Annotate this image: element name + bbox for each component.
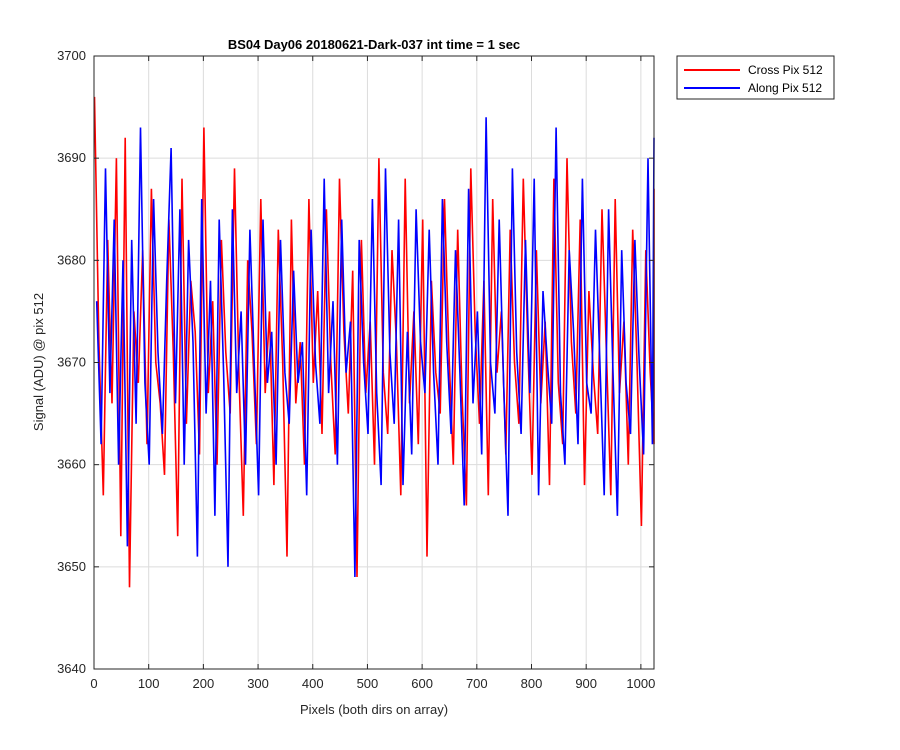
legend-box bbox=[676, 55, 835, 100]
series-layer bbox=[93, 96, 655, 588]
x-tick-label: 800 bbox=[521, 676, 543, 691]
x-tick-label: 100 bbox=[138, 676, 160, 691]
y-tick-label: 3690 bbox=[57, 150, 86, 165]
y-tick-label: 3640 bbox=[57, 661, 86, 676]
legend-label-along: Along Pix 512 bbox=[748, 81, 822, 95]
y-axis-label: Signal (ADU) @ pix 512 bbox=[31, 293, 46, 431]
legend: Cross Pix 512 Along Pix 512 bbox=[676, 55, 835, 100]
chart-title: BS04 Day06 20180621-Dark-037 int time = … bbox=[228, 37, 520, 52]
x-tick-label: 700 bbox=[466, 676, 488, 691]
x-tick-label: 0 bbox=[90, 676, 97, 691]
y-tick-label: 3670 bbox=[57, 355, 86, 370]
x-axis-label: Pixels (both dirs on array) bbox=[300, 702, 448, 717]
y-tick-label: 3660 bbox=[57, 457, 86, 472]
y-tick-label: 3700 bbox=[57, 48, 86, 63]
y-tick-label: 3680 bbox=[57, 252, 86, 267]
axis-ticks: 0 100 200 300 400 500 600 700 800 900 1000 3640 3650… bbox=[57, 48, 655, 691]
x-tick-label: 900 bbox=[575, 676, 597, 691]
x-tick-label: 400 bbox=[302, 676, 324, 691]
legend-label-cross: Cross Pix 512 bbox=[748, 63, 823, 77]
x-tick-label: 600 bbox=[411, 676, 433, 691]
x-tick-label: 300 bbox=[247, 676, 269, 691]
series-line-along-pix-512 bbox=[95, 117, 655, 578]
x-tick-label: 500 bbox=[357, 676, 379, 691]
y-tick-label: 3650 bbox=[57, 559, 86, 574]
series-line-cross-pix-512 bbox=[93, 96, 655, 588]
x-tick-label: 1000 bbox=[626, 676, 655, 691]
x-tick-label: 200 bbox=[193, 676, 215, 691]
